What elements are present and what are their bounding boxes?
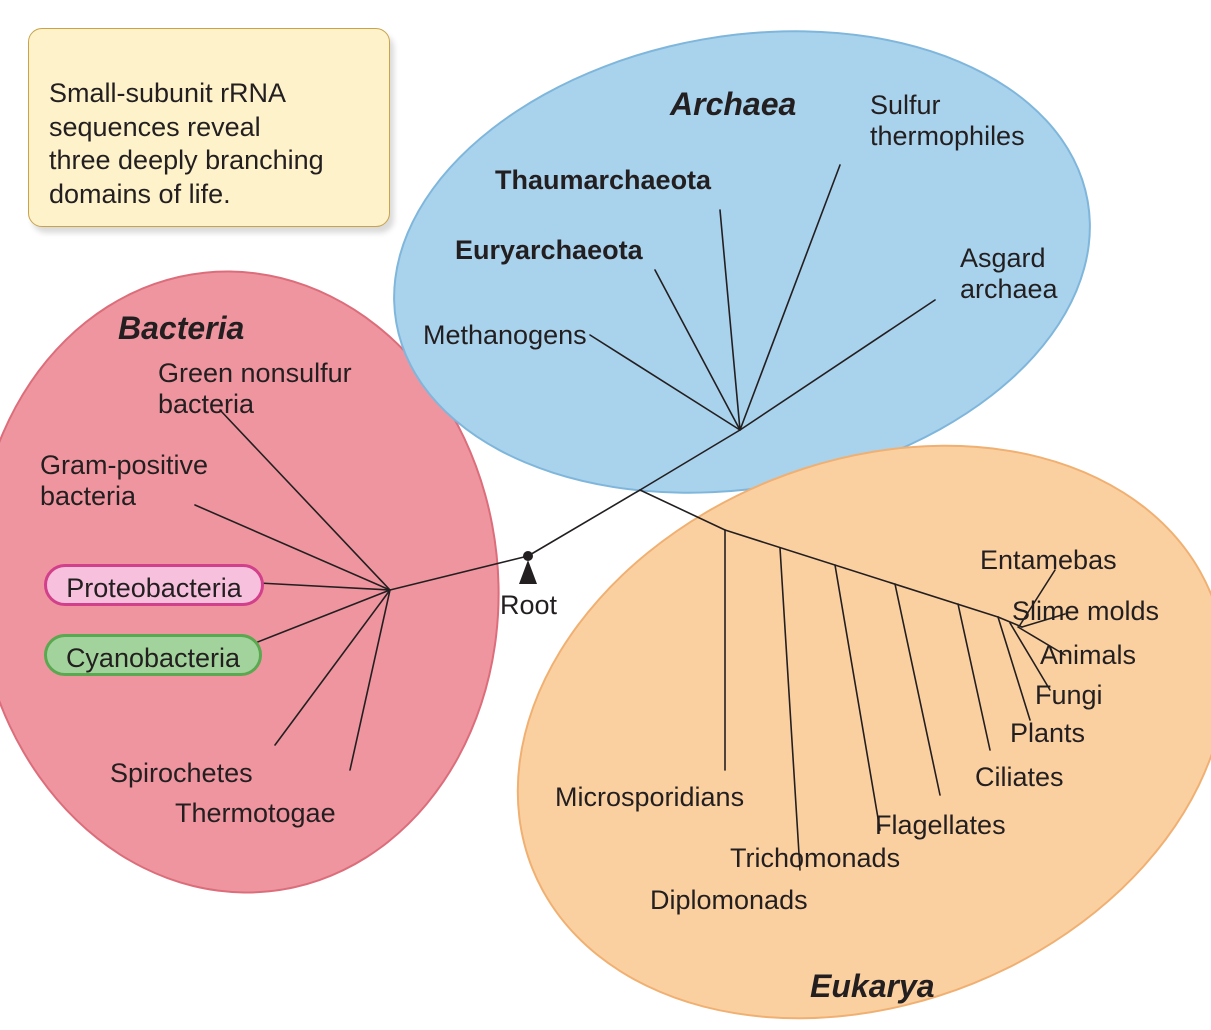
root-label: Root <box>500 590 557 621</box>
eukarya-leaf-label: Flagellates <box>875 810 1006 841</box>
bacteria-title: Bacteria <box>118 310 244 347</box>
archaea-leaf-label: Methanogens <box>423 320 587 351</box>
eukarya-leaf-label: Plants <box>1010 718 1085 749</box>
eukarya-leaf-label: Fungi <box>1035 680 1103 711</box>
diagram-stage: Small-subunit rRNA sequences reveal thre… <box>0 0 1211 1030</box>
caption-callout: Small-subunit rRNA sequences reveal thre… <box>28 28 390 227</box>
bacteria-leaf-label: Gram-positive bacteria <box>40 450 208 512</box>
eukarya-leaf-label: Diplomonads <box>650 885 808 916</box>
archaea-leaf-label: Thaumarchaeota <box>495 165 711 196</box>
bacteria-leaf-label: Cyanobacteria <box>44 634 262 676</box>
archaea-leaf-label: Asgard archaea <box>960 243 1058 305</box>
bacteria-leaf-label: Thermotogae <box>175 798 336 829</box>
bacteria-leaf-label: Proteobacteria <box>44 564 264 606</box>
eukarya-leaf-label: Animals <box>1040 640 1136 671</box>
eukarya-leaf-label: Microsporidians <box>555 782 744 813</box>
archaea-leaf-label: Sulfur thermophiles <box>870 90 1025 152</box>
eukarya-title: Eukarya <box>810 968 935 1005</box>
eukarya-leaf-label: Entamebas <box>980 545 1117 576</box>
eukarya-leaf-label: Trichomonads <box>730 843 900 874</box>
bacteria-leaf-label: Green nonsulfur bacteria <box>158 358 352 420</box>
bacteria-leaf-label: Spirochetes <box>110 758 253 789</box>
archaea-leaf-label: Euryarchaeota <box>455 235 643 266</box>
eukarya-leaf-label: Slime molds <box>1012 596 1159 627</box>
eukarya-leaf-label: Ciliates <box>975 762 1064 793</box>
caption-text: Small-subunit rRNA sequences reveal thre… <box>49 78 324 209</box>
archaea-title: Archaea <box>670 86 796 123</box>
